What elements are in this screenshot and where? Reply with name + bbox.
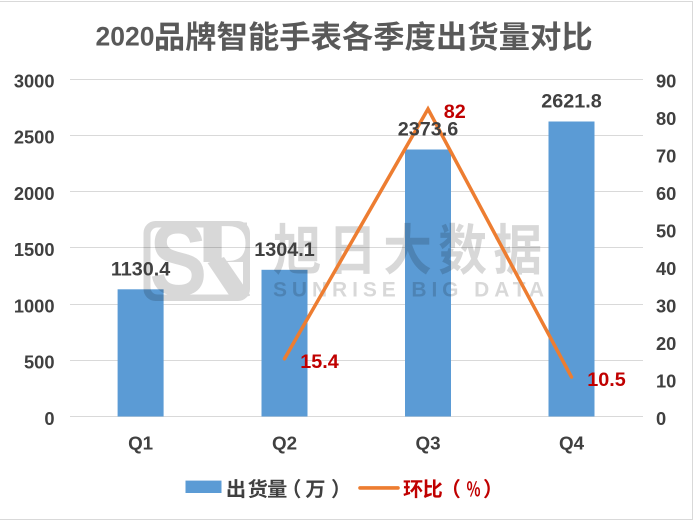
svg-text:Q2: Q2 — [272, 432, 297, 453]
svg-text:15.4: 15.4 — [300, 351, 339, 373]
svg-text:2373.6: 2373.6 — [398, 119, 459, 141]
svg-text:30: 30 — [656, 295, 676, 316]
svg-text:2621.8: 2621.8 — [541, 91, 602, 113]
svg-text:0: 0 — [656, 408, 666, 429]
svg-text:2020: 2020 — [96, 22, 155, 52]
svg-text:40: 40 — [656, 258, 676, 279]
svg-text:20: 20 — [656, 333, 676, 354]
svg-text:SUNRISE BIG DATA: SUNRISE BIG DATA — [273, 279, 549, 302]
svg-text:500: 500 — [24, 352, 55, 373]
svg-text:80: 80 — [656, 108, 676, 129]
svg-text:Q4: Q4 — [559, 432, 585, 453]
svg-text:70: 70 — [656, 145, 676, 166]
svg-text:10: 10 — [656, 370, 676, 391]
svg-text:3000: 3000 — [14, 70, 55, 91]
svg-text:0: 0 — [44, 408, 54, 429]
svg-text:2000: 2000 — [14, 183, 55, 204]
svg-text:Q1: Q1 — [128, 432, 153, 453]
svg-text:82: 82 — [444, 101, 466, 123]
svg-text:Q3: Q3 — [415, 432, 440, 453]
svg-text:1304.1: 1304.1 — [254, 239, 315, 261]
svg-text:1130.4: 1130.4 — [111, 258, 170, 280]
svg-text:60: 60 — [656, 183, 676, 204]
svg-text:1500: 1500 — [14, 239, 55, 260]
svg-text:10.5: 10.5 — [587, 369, 626, 391]
svg-text:90: 90 — [656, 70, 676, 91]
svg-text:2500: 2500 — [14, 127, 55, 148]
svg-text:1000: 1000 — [14, 295, 55, 316]
svg-text:50: 50 — [656, 220, 676, 241]
